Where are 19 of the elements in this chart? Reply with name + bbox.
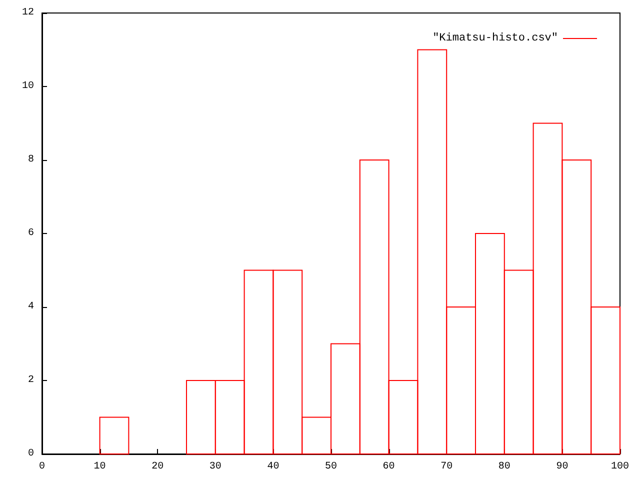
x-tick-label: 90 [556, 462, 568, 472]
y-tick-label: 2 [28, 375, 34, 386]
x-tick-label: 40 [267, 462, 280, 472]
y-tick-label: 12 [22, 8, 34, 18]
y-tick-label: 4 [28, 302, 34, 312]
x-tick-label: 10 [94, 462, 106, 472]
x-tick-label: 100 [610, 462, 630, 472]
x-tick-label: 60 [382, 462, 395, 472]
x-tick-label: 20 [152, 462, 164, 472]
x-tick-label: 50 [324, 462, 338, 472]
y-tick-label: 0 [28, 448, 34, 460]
x-tick-label: 80 [498, 462, 510, 472]
x-tick-label: 30 [209, 462, 222, 472]
y-tick-label: 8 [28, 154, 34, 166]
x-tick-label: 0 [38, 462, 46, 472]
legend-label: "Kimatsu-histo.csv" [432, 32, 558, 44]
x-tick-label: 70 [440, 462, 453, 472]
y-tick-label: 10 [22, 81, 34, 92]
y-tick-label: 6 [28, 228, 34, 239]
